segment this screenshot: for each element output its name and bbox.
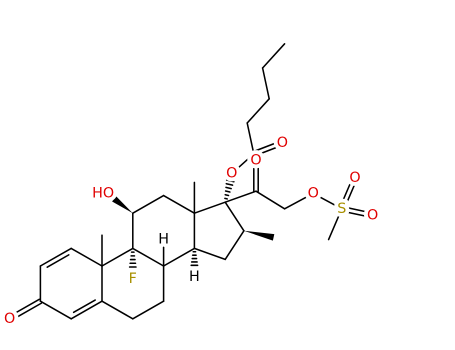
bonds	[7, 43, 374, 322]
atom-label: O	[277, 135, 288, 151]
bond	[7, 298, 41, 318]
atom-label: O	[4, 311, 15, 327]
bond	[132, 300, 165, 320]
bond	[255, 190, 286, 210]
bond	[283, 192, 314, 210]
bond	[246, 98, 270, 124]
hashed-bond	[225, 182, 234, 186]
atom-label: O	[250, 152, 261, 168]
bond	[46, 254, 70, 268]
bond	[132, 247, 165, 267]
bond	[132, 194, 165, 214]
wedge-bond	[243, 230, 275, 241]
hashed-bond	[224, 197, 228, 200]
atom-label: H	[158, 232, 169, 248]
bond	[224, 201, 245, 232]
bond	[224, 190, 257, 203]
bond	[312, 192, 343, 210]
bond	[246, 122, 255, 155]
hashed-bond	[224, 190, 231, 193]
bond	[72, 299, 96, 314]
bond	[193, 201, 226, 214]
atom-label: O	[367, 207, 378, 223]
bond	[162, 194, 196, 214]
bond	[252, 139, 283, 153]
bond	[231, 153, 255, 175]
hashed-bond	[224, 193, 230, 197]
atom-label: O	[226, 166, 237, 182]
bond	[101, 300, 134, 320]
atom-label: F	[129, 271, 137, 287]
atom-label: O	[349, 170, 360, 186]
bond	[70, 247, 103, 267]
bond	[193, 247, 226, 261]
hashed-bond	[225, 179, 235, 183]
atom-label: O	[308, 185, 319, 201]
bond	[162, 247, 196, 267]
hashed-bond	[225, 186, 232, 190]
atom-label: H	[189, 269, 200, 285]
bond	[70, 300, 103, 320]
bond	[261, 67, 270, 100]
bond	[343, 178, 358, 211]
bond	[9, 302, 43, 322]
atom-label: HO	[92, 185, 114, 201]
bond	[339, 176, 354, 209]
bond	[101, 247, 134, 267]
bond	[224, 230, 245, 261]
atom-labels: O HO F H H O O O O S O O	[0, 131, 382, 331]
bond	[39, 247, 72, 267]
bond	[340, 210, 373, 219]
bond	[261, 43, 286, 69]
wedge-bond	[112, 196, 133, 214]
atom-label: S	[337, 201, 346, 217]
bond	[39, 300, 72, 320]
bond	[327, 208, 343, 241]
bond	[341, 205, 374, 215]
bond	[253, 144, 284, 157]
